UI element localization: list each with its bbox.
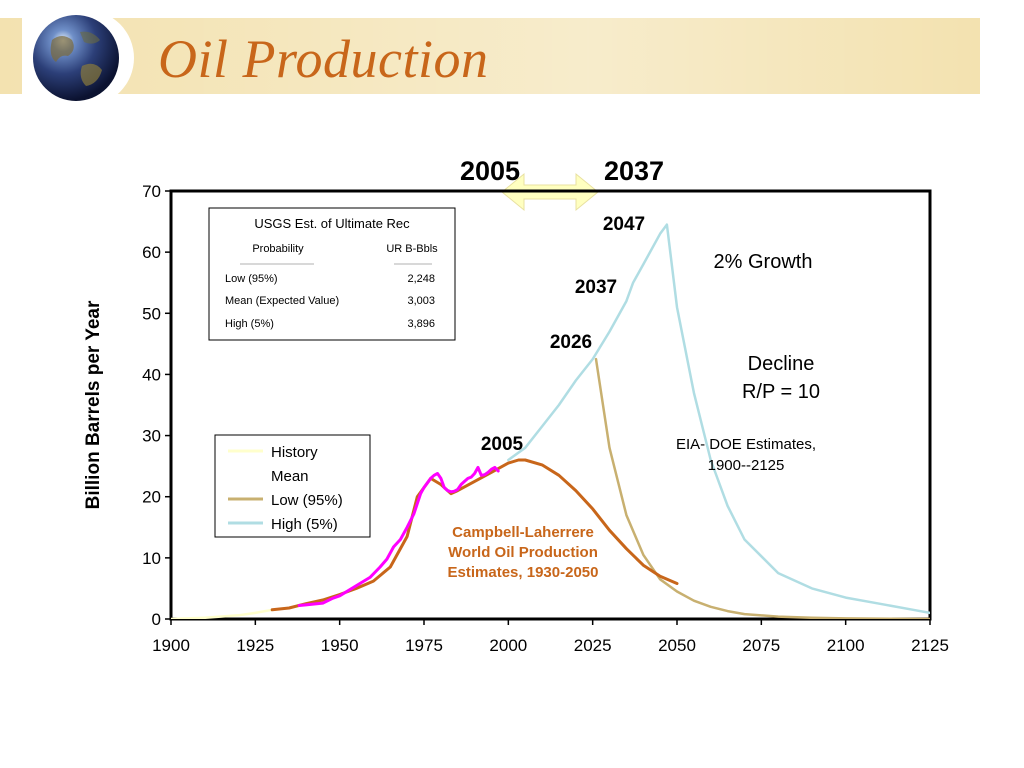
legend-mean: Mean (271, 468, 309, 485)
x-tick-label: 1950 (321, 636, 359, 655)
y-tick-label: 30 (142, 427, 161, 446)
usgs-row-label: Low (95%) (225, 273, 278, 285)
series-line-high-5 (507, 223, 930, 615)
legend: History Mean Low (95%) High (5%) (214, 434, 371, 538)
usgs-row-value: 2,248 (407, 273, 435, 285)
annotation-2005: 2005 (481, 434, 524, 455)
header-fade (0, 18, 980, 94)
usgs-row-value: 3,896 (407, 318, 435, 330)
annotation-rp: R/P = 10 (742, 381, 820, 403)
legend-low: Low (95%) (271, 492, 343, 509)
x-tick-label: 2100 (827, 636, 865, 655)
y-tick-label: 50 (142, 304, 161, 323)
top-right-year: 2037 (604, 156, 664, 186)
usgs-row-value: 3,003 (407, 295, 435, 307)
x-tick-label: 2025 (574, 636, 612, 655)
annotation-decline: Decline (748, 353, 815, 375)
top-left-year: 2005 (460, 156, 520, 186)
x-tick-label: 1925 (236, 636, 274, 655)
annotation-campbell: Estimates, 1930-2050 (448, 564, 599, 581)
annotation-campbell: Campbell-Laherrere (452, 524, 594, 541)
x-tick-label: 1900 (152, 636, 190, 655)
x-tick-label: 2125 (911, 636, 949, 655)
globe-container (22, 10, 134, 106)
y-tick-label: 0 (152, 610, 161, 629)
y-tick-label: 20 (142, 488, 161, 507)
x-tick-label: 2050 (658, 636, 696, 655)
annotation-campbell: World Oil Production (448, 544, 598, 561)
legend-high: High (5%) (271, 516, 338, 533)
annotation-2047: 2047 (603, 214, 645, 235)
series-line-low-95 (594, 357, 930, 619)
globe-icon (33, 15, 119, 101)
usgs-table-title: USGS Est. of Ultimate Rec (254, 216, 410, 231)
y-tick-label: 70 (142, 182, 161, 201)
usgs-table-box (208, 207, 456, 341)
usgs-row-label: Mean (Expected Value) (225, 295, 339, 307)
plot-frame (169, 189, 932, 621)
x-tick-label: 1975 (405, 636, 443, 655)
y-tick-label: 10 (142, 549, 161, 568)
y-tick-label: 40 (142, 365, 161, 384)
slide-title: Oil Production (158, 29, 489, 89)
header-band (0, 18, 980, 94)
x-tick-label: 2075 (742, 636, 780, 655)
series-line-history (171, 608, 274, 619)
annotation-2037: 2037 (575, 277, 617, 298)
usgs-table: USGS Est. of Ultimate Rec Probability UR… (208, 207, 456, 341)
series-line-history-actual (297, 465, 500, 607)
y-axis-label: Billion Barrels per Year (83, 300, 104, 509)
annotation-eia: EIA- DOE Estimates, (676, 436, 816, 453)
legend-history: History (271, 444, 318, 461)
usgs-row-label: High (5%) (225, 318, 274, 330)
usgs-header-ur: UR B-Bbls (386, 243, 438, 255)
annotation-growth: 2% Growth (714, 251, 813, 273)
annotation-eia-range: 1900--2125 (708, 457, 785, 474)
y-tick-label: 60 (142, 243, 161, 262)
annotation-2026: 2026 (550, 332, 592, 353)
usgs-header-probability: Probability (252, 243, 304, 255)
x-tick-label: 2000 (489, 636, 527, 655)
